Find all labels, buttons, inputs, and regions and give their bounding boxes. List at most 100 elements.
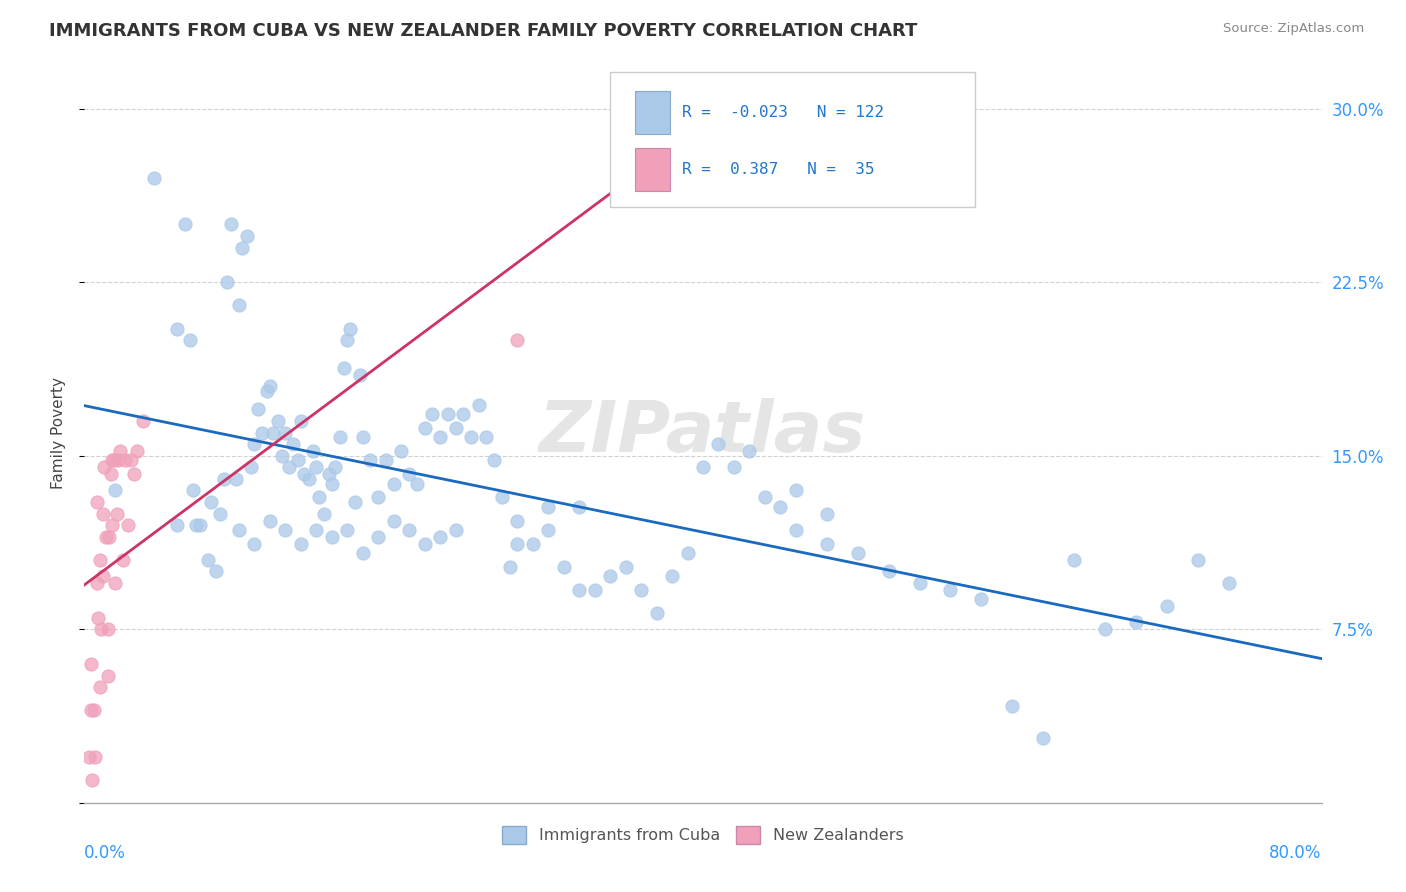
Point [321,476,343,491]
Point [96,622,118,636]
Point [339,321,361,335]
Point [491,491,513,505]
Point [707,437,730,451]
Point [321,530,343,544]
Point [114,453,136,467]
Point [367,530,389,544]
Point [228,298,250,312]
Point [243,536,266,550]
Point [630,582,652,597]
Point [277,460,299,475]
Text: R =  0.387   N =  35: R = 0.387 N = 35 [682,161,875,177]
Point [723,460,745,475]
Point [205,565,228,579]
Point [271,449,294,463]
Point [676,546,699,560]
Point [506,514,529,528]
Point [614,559,637,574]
Text: 80.0%: 80.0% [1270,844,1322,862]
Point [328,430,352,444]
Point [398,467,420,482]
Point [568,500,591,514]
Point [290,414,312,428]
Point [188,518,211,533]
Point [436,407,458,421]
Point [231,240,253,255]
Point [506,333,529,347]
Bar [636,147,669,191]
Point [100,467,122,482]
Point [103,453,125,467]
Point [209,507,232,521]
Point [181,483,204,498]
Text: R =  -0.023   N = 122: R = -0.023 N = 122 [682,104,884,120]
Point [107,453,129,467]
Point [460,430,482,444]
Point [475,430,498,444]
Point [444,421,467,435]
Point [453,407,475,421]
Point [77,749,100,764]
Point [225,472,247,486]
Point [318,467,340,482]
Point [785,523,807,537]
Point [308,491,330,505]
Point [262,425,284,440]
Point [117,518,139,533]
Point [939,582,962,597]
Point [815,536,838,550]
Point [96,668,118,682]
Point [405,476,427,491]
Point [645,606,668,620]
Point [267,414,290,428]
Point [166,321,188,335]
Point [444,523,467,537]
Point [228,523,250,537]
Point [89,553,111,567]
Point [336,523,359,537]
Point [86,495,108,509]
Point [122,467,145,482]
Point [754,491,776,505]
Point [246,402,269,417]
Point [82,772,104,787]
Point [1063,553,1085,567]
Point [1187,553,1209,567]
Point [104,576,127,591]
Point [506,536,529,550]
Point [422,407,444,421]
Point [599,569,621,583]
FancyBboxPatch shape [610,72,976,207]
Point [240,460,263,475]
Point [259,514,281,528]
Point [87,610,110,624]
Point [413,536,436,550]
Point [382,514,405,528]
Point [132,414,155,428]
Point [908,576,931,591]
Point [89,680,111,694]
Point [352,430,374,444]
Point [250,425,273,440]
Point [738,444,761,458]
Point [86,576,108,591]
Point [333,360,356,375]
Point [568,582,591,597]
Point [212,472,235,486]
Point [101,453,124,467]
Point [79,703,101,717]
Point [243,437,266,451]
Point [343,495,366,509]
Text: ZIPatlas: ZIPatlas [540,398,866,467]
Point [1032,731,1054,745]
Point [290,536,312,550]
Point [429,530,451,544]
Point [413,421,436,435]
Point [219,218,242,232]
Point [1125,615,1147,630]
Point [467,398,491,412]
Point [336,333,359,347]
Point [360,453,382,467]
Point [259,379,281,393]
Point [93,460,115,475]
